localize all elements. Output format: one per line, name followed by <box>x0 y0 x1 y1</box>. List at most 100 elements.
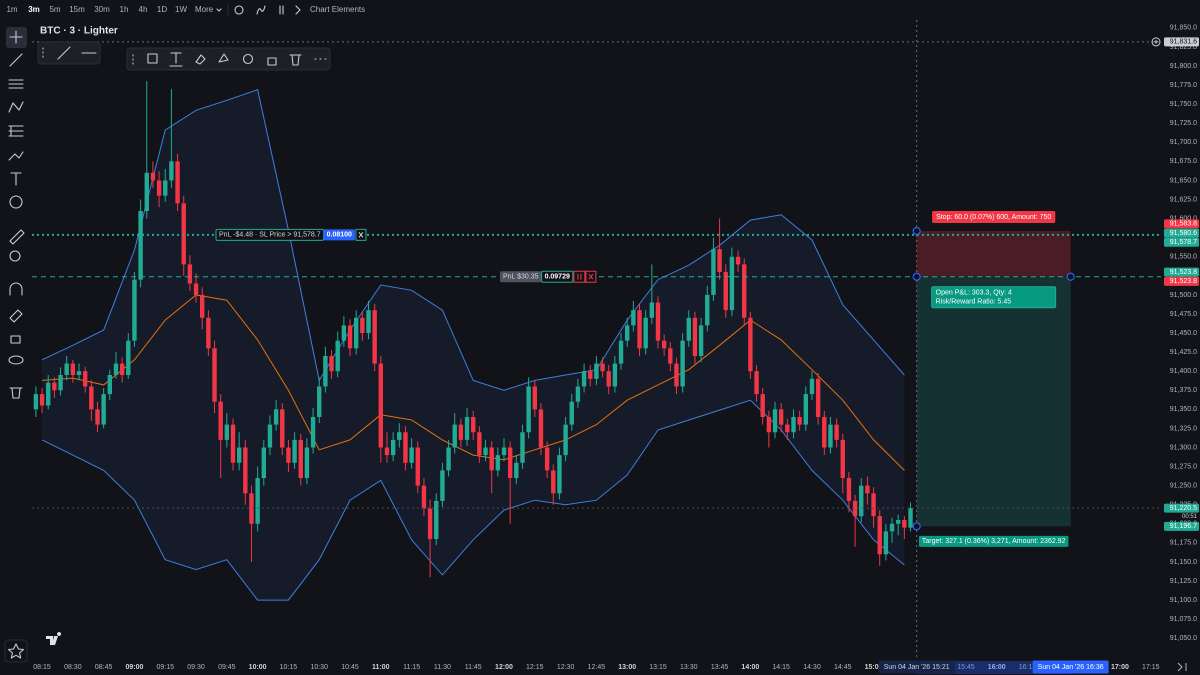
candle-body <box>397 432 402 440</box>
timeframe[interactable]: 5m <box>49 5 60 14</box>
fx-icon[interactable] <box>256 5 266 15</box>
timeframe[interactable]: 3m <box>28 5 40 14</box>
candle-body <box>514 462 519 479</box>
candle-body <box>735 256 741 265</box>
candle-body <box>427 508 433 540</box>
x-tick-label: 13:30 <box>680 664 698 671</box>
timeframe[interactable]: 1D <box>157 5 167 14</box>
timeframe[interactable]: 1W <box>175 5 187 14</box>
timeframe[interactable]: 15m <box>69 5 85 14</box>
emoji-tool[interactable] <box>9 195 23 209</box>
lock-tool[interactable] <box>10 335 21 344</box>
x-tick-label: 12:15 <box>526 664 544 671</box>
brush-tool[interactable] <box>8 151 24 161</box>
template-icon[interactable] <box>147 53 158 64</box>
trend-line-icon[interactable] <box>57 46 71 60</box>
visibility-tool[interactable] <box>8 355 24 365</box>
y-tick-label: 91,725.0 <box>1170 120 1197 127</box>
lock-icon[interactable] <box>267 57 277 66</box>
candle-body <box>33 394 39 410</box>
zoom-tool[interactable] <box>9 250 21 262</box>
left-toolbar <box>0 20 62 675</box>
price-label: 91,580.6 <box>1170 230 1197 237</box>
price-label-bg <box>1164 521 1199 531</box>
candle-body <box>483 447 488 456</box>
x-tick-label: 12:30 <box>557 664 575 671</box>
y-tick-label: 91,550.0 <box>1170 254 1197 261</box>
timeframe[interactable]: 4h <box>139 5 148 14</box>
price-label: 91,220.5 <box>1170 505 1197 512</box>
x-tick-label: 10:45 <box>341 664 359 671</box>
compare-icon[interactable] <box>279 5 284 15</box>
favorites-box <box>4 639 28 663</box>
band-upper <box>41 89 905 391</box>
time-label-bg <box>1032 660 1109 674</box>
magnet-tool[interactable] <box>9 282 23 296</box>
x-tick-label: 09:45 <box>218 664 236 671</box>
y-tick-label: 91,125.0 <box>1170 578 1197 585</box>
position-handle[interactable] <box>912 272 921 281</box>
x-tick-label: 16:00 <box>988 664 1006 671</box>
timeframe[interactable]: 30m <box>94 5 110 14</box>
line-tool[interactable] <box>9 53 23 67</box>
y-tick-label: 91,400.0 <box>1170 368 1197 375</box>
x-tick-label: 13:45 <box>711 664 729 671</box>
position-handle[interactable] <box>1066 272 1075 281</box>
add-alert-button[interactable] <box>1151 37 1161 47</box>
candle-body <box>464 416 470 440</box>
crosshair-tool[interactable] <box>9 30 23 44</box>
projection-tool[interactable] <box>8 125 24 137</box>
candle-body <box>723 272 728 311</box>
fib-tool[interactable] <box>8 79 24 89</box>
favorites-tool[interactable] <box>7 643 25 659</box>
stop-label-bg <box>932 210 1056 223</box>
x-tick-label: 17:00 <box>1111 664 1129 671</box>
candle-body <box>563 424 568 456</box>
candle-body <box>668 348 673 364</box>
candle-body <box>132 279 137 341</box>
border-icon[interactable] <box>218 53 229 63</box>
candle-body <box>255 478 260 524</box>
candle-body <box>446 447 451 471</box>
candle-body <box>273 409 279 425</box>
position-handle[interactable] <box>912 226 921 236</box>
candle-body <box>908 508 913 528</box>
drawing-mode-tool[interactable] <box>9 309 23 323</box>
candle-body <box>46 382 51 406</box>
candle-body <box>803 394 809 425</box>
x-tick-label: 13:15 <box>649 664 667 671</box>
candle-body <box>323 355 328 387</box>
order-qty: 0.08100 <box>327 232 352 239</box>
timeframe[interactable]: 1h <box>120 5 129 14</box>
text-color-icon[interactable] <box>169 52 183 67</box>
time-label: Sun 04 Jan '26 15:21 <box>884 664 950 671</box>
timeframe[interactable]: 1m <box>6 5 17 14</box>
candle-body <box>138 210 143 280</box>
trash-tool[interactable] <box>9 387 23 399</box>
elements-icon[interactable] <box>295 5 301 15</box>
candle-body <box>119 363 125 376</box>
ruler-tool[interactable] <box>9 229 25 245</box>
add-indicator-icon[interactable] <box>234 5 244 15</box>
candle-body <box>877 516 882 555</box>
time-label: Sun 04 Jan '26 16:36 <box>1038 664 1104 671</box>
candle-body <box>434 500 439 540</box>
text-tool[interactable] <box>10 172 22 186</box>
candle-body <box>649 302 655 318</box>
chart-elements-button[interactable]: Chart Elements <box>310 5 365 14</box>
y-tick-label: 91,750.0 <box>1170 101 1197 108</box>
candle-body <box>637 310 642 349</box>
candle-body <box>353 317 359 349</box>
candle-body <box>778 409 784 425</box>
settings-icon[interactable] <box>242 53 254 65</box>
position-handle[interactable] <box>912 522 921 531</box>
y-tick-label: 91,500.0 <box>1170 292 1197 299</box>
fill-icon[interactable] <box>195 54 206 65</box>
more-button[interactable]: More <box>195 5 214 14</box>
pattern-tool[interactable] <box>8 101 24 113</box>
axis-settings-icon[interactable] <box>1177 662 1187 672</box>
delete-icon[interactable] <box>289 54 302 66</box>
candle-body <box>489 447 494 471</box>
candle-body <box>902 519 907 528</box>
